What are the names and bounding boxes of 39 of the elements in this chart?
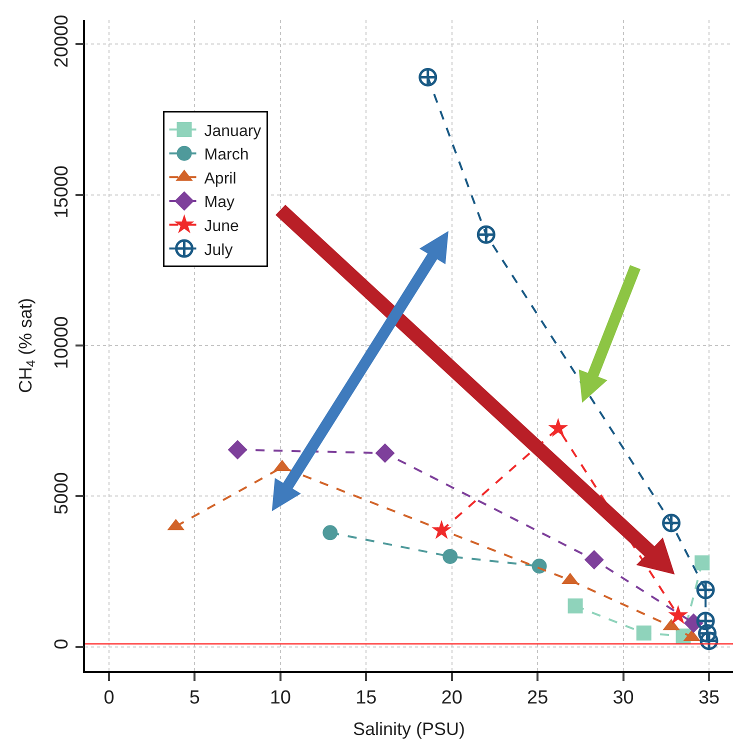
x-tick-label: 10	[270, 688, 291, 709]
x-tick-label: 0	[104, 688, 114, 709]
point	[662, 514, 681, 532]
point	[532, 558, 547, 574]
legend-label: May	[204, 194, 234, 212]
point	[432, 520, 452, 540]
y-tick-label: 20000	[52, 14, 73, 68]
x-axis-title: Salinity (PSU)	[352, 719, 466, 740]
x-tick-label: 5	[189, 688, 200, 709]
point	[442, 548, 458, 564]
point	[375, 443, 395, 463]
legend-label: June	[204, 218, 240, 235]
y-tick-label: 15000	[52, 166, 73, 218]
point	[418, 68, 438, 87]
legend-label: January	[204, 122, 262, 140]
point	[584, 550, 604, 570]
legend-label: March	[204, 146, 249, 164]
x-tick-label: 30	[612, 688, 634, 709]
point	[696, 580, 715, 600]
point	[700, 632, 718, 650]
point	[476, 225, 496, 244]
point	[698, 624, 717, 643]
x-tick-label: 25	[527, 688, 548, 709]
point	[696, 612, 715, 630]
y-tick-label: 5000	[52, 472, 73, 514]
x-tick-label: 15	[356, 688, 377, 709]
y-tick-label: 0	[52, 638, 73, 650]
x-tick-label: 35	[698, 688, 720, 709]
point	[568, 598, 583, 614]
point	[548, 418, 568, 437]
point	[694, 555, 710, 570]
legend-label: July	[204, 242, 233, 259]
point	[636, 626, 652, 641]
point	[668, 605, 688, 624]
legend-label: April	[204, 170, 236, 188]
x-tick-label: 20	[441, 688, 462, 709]
point	[322, 525, 338, 540]
point	[228, 440, 248, 460]
y-tick-label: 10000	[52, 316, 73, 370]
